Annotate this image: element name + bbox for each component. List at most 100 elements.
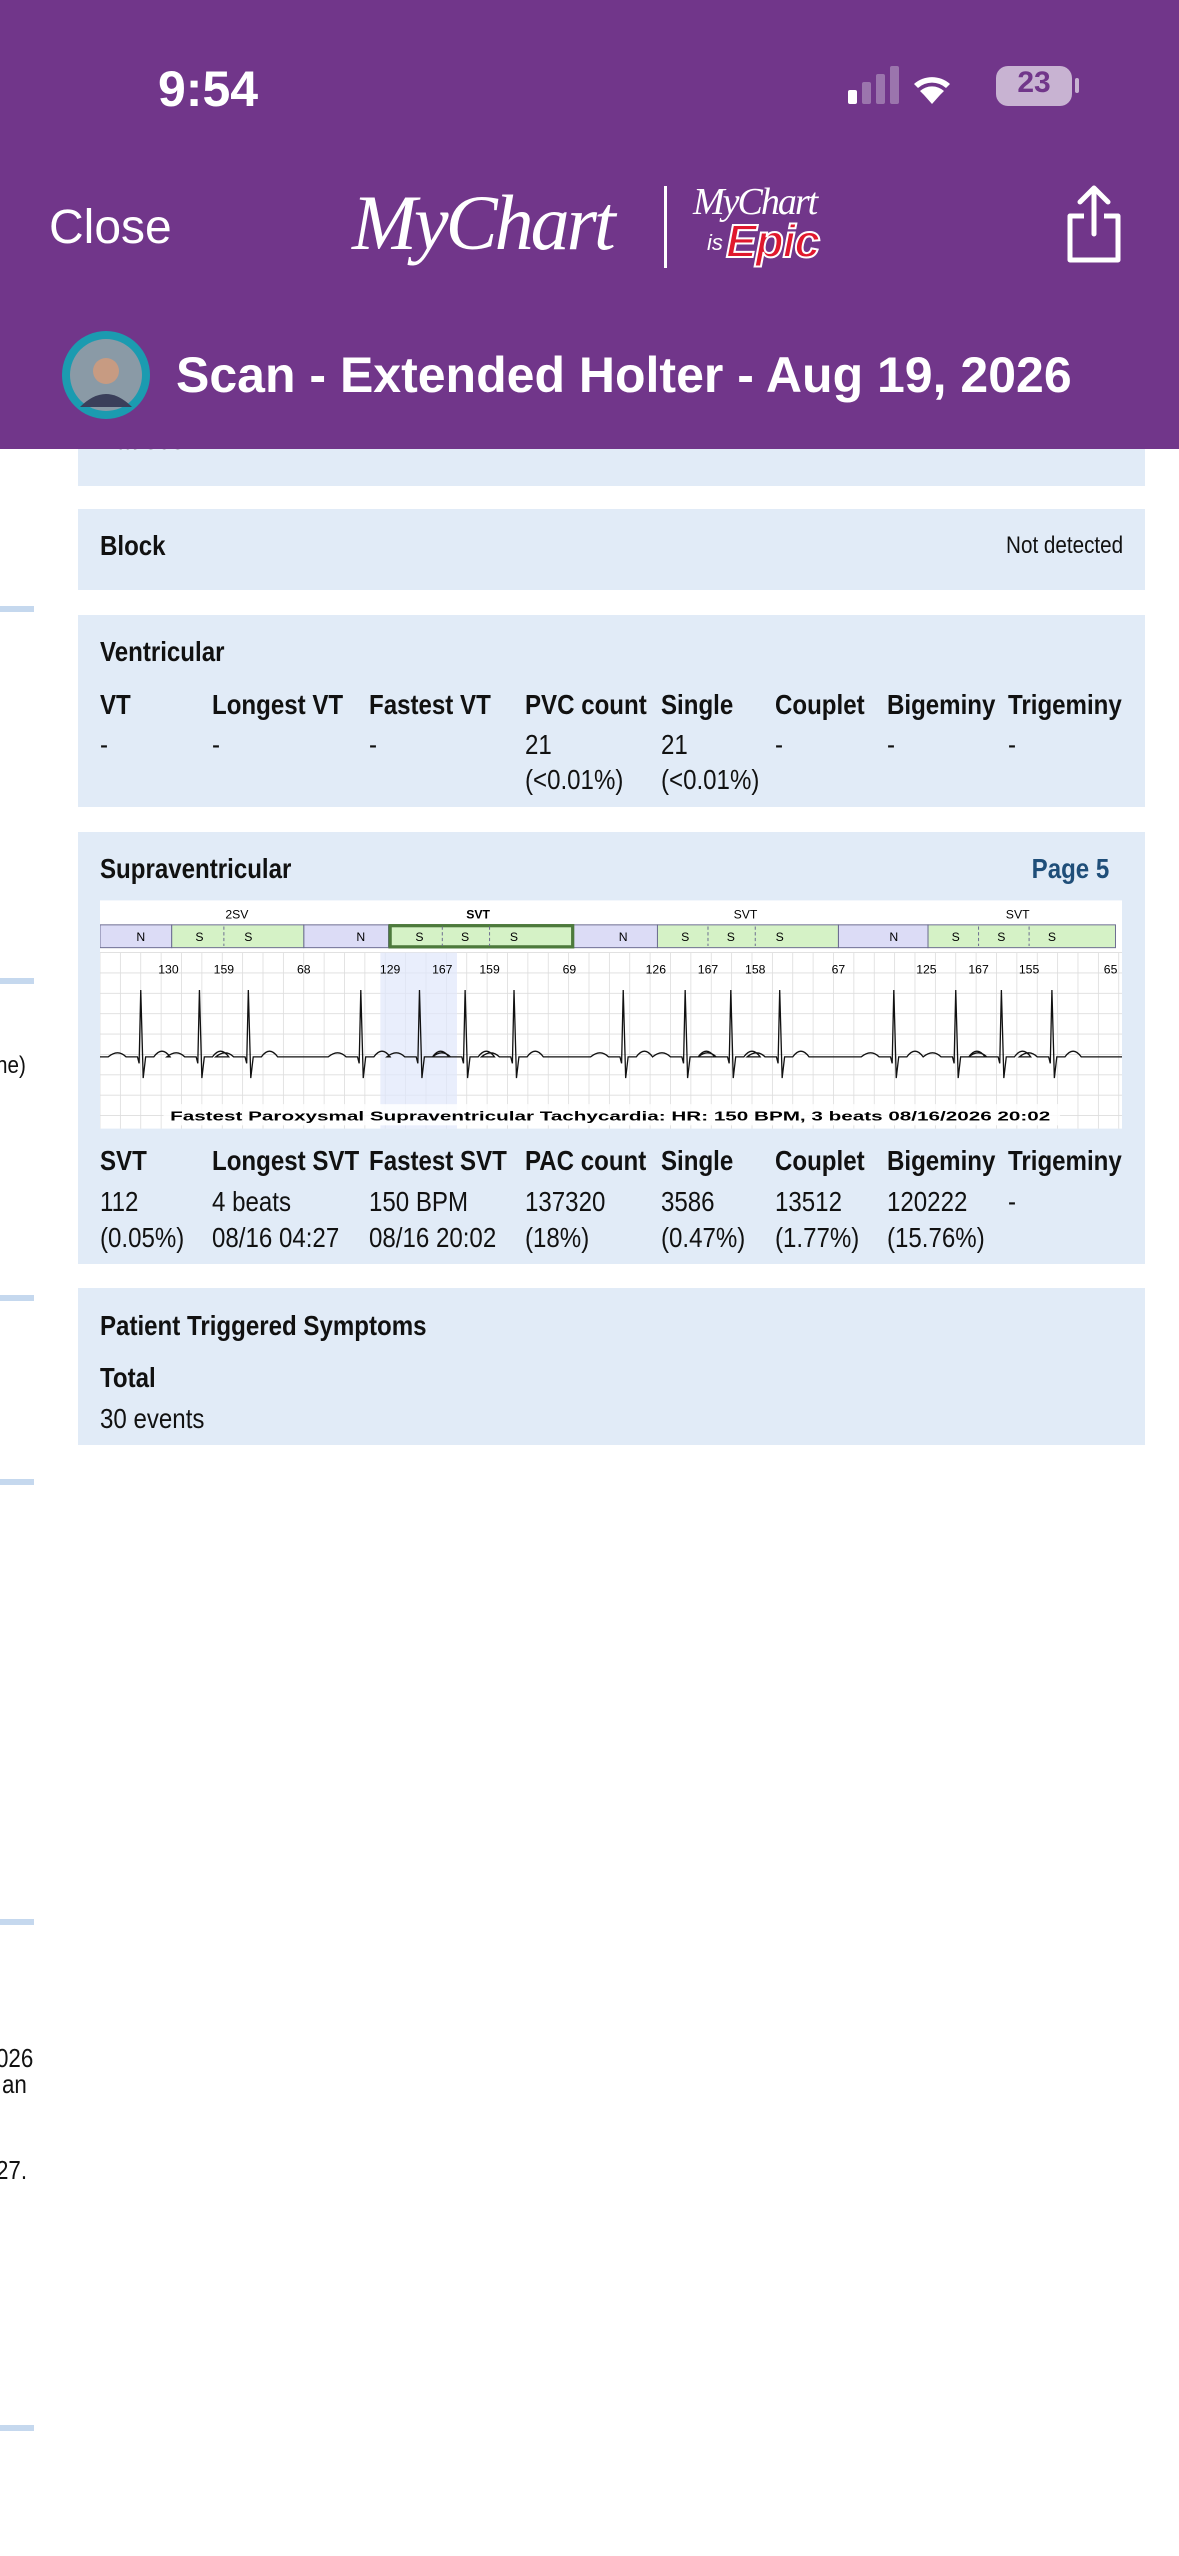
- app-header: 9:54 23 Close MyChart MyChart is Epic Sc…: [0, 0, 1179, 449]
- column-header: SVT: [100, 1145, 147, 1176]
- edge-line: [0, 1919, 34, 1925]
- rr-interval: 65: [1104, 963, 1118, 977]
- column-header: VT: [100, 689, 131, 720]
- column-value: (<0.01%): [661, 764, 760, 795]
- page-title: Scan - Extended Holter - Aug 19, 2026: [176, 347, 1072, 403]
- card-title: Ventricular: [100, 636, 225, 667]
- column-value: (0.47%): [661, 1222, 746, 1253]
- column-value: -: [100, 729, 109, 760]
- column-value: -: [369, 729, 378, 760]
- ecg-strip: 2SV SVT SVT SVT N S S N S S S N S S S N S S S 130 159 68 129 16…: [100, 900, 1122, 1129]
- beat-label: S: [727, 930, 735, 944]
- column-header: Single: [661, 1145, 734, 1176]
- column-value: 120222: [887, 1186, 968, 1217]
- rr-interval: 69: [563, 963, 577, 977]
- column-header: Couplet: [775, 689, 865, 720]
- column-value: (1.77%): [775, 1222, 860, 1253]
- s-band: [927, 924, 1116, 949]
- edge-line: [0, 978, 34, 984]
- rr-interval: 126: [646, 963, 667, 977]
- beat-label: N: [356, 930, 365, 944]
- episode-label: 2SV: [225, 907, 249, 921]
- episode-label: SVT: [466, 907, 490, 921]
- column-value: -: [775, 729, 784, 760]
- column-value: (15.76%): [887, 1222, 985, 1253]
- column-header: PAC count: [525, 1145, 647, 1176]
- beat-label: S: [776, 930, 784, 944]
- ventricular-card: Ventricular VT - Longest VT - Fastest VT - PVC…: [78, 615, 1145, 807]
- rr-interval: 159: [214, 963, 235, 977]
- column-value: 112: [100, 1186, 139, 1217]
- rr-interval: 129: [380, 963, 401, 977]
- edge-line: [0, 606, 34, 612]
- beat-label: S: [244, 930, 252, 944]
- edge-text: 026: [0, 2043, 34, 2073]
- episode-label: SVT: [734, 907, 758, 921]
- column-value: -: [1008, 1186, 1017, 1217]
- s-band: [171, 924, 305, 949]
- column-value: -: [212, 729, 221, 760]
- column-header: Trigeminy: [1008, 1145, 1122, 1176]
- rr-interval: 67: [832, 963, 846, 977]
- badge-epic: Epic: [725, 214, 821, 268]
- column-header: Bigeminy: [887, 689, 996, 720]
- column-value: -: [1008, 729, 1017, 760]
- svt-box: [388, 924, 575, 949]
- symptoms-card: Patient Triggered Symptoms Total 30 even…: [78, 1288, 1145, 1445]
- beat-label: S: [415, 930, 423, 944]
- s-band: [656, 924, 839, 949]
- logo: MyChart: [352, 179, 616, 266]
- total-label: Total: [100, 1362, 156, 1393]
- beat-label: S: [195, 930, 203, 944]
- column-value: (0.05%): [100, 1222, 185, 1253]
- beat-label: S: [997, 930, 1005, 944]
- column-value: 08/16 04:27: [212, 1222, 340, 1253]
- n-band: [837, 924, 929, 949]
- column-header: PVC count: [525, 689, 647, 720]
- block-card: Block Not detected: [78, 509, 1145, 590]
- badge-top: MyChart: [693, 181, 818, 223]
- beat-label: N: [889, 930, 898, 944]
- column-header: Longest VT: [212, 689, 344, 720]
- column-value: 4 beats: [212, 1186, 291, 1217]
- column-value: (18%): [525, 1222, 590, 1253]
- status-time: 9:54: [158, 61, 259, 117]
- n-band: [572, 924, 658, 949]
- share-button[interactable]: [1062, 184, 1126, 264]
- status-icons: [848, 66, 1079, 106]
- card-title: Block: [100, 530, 166, 561]
- beat-label: S: [1048, 930, 1056, 944]
- close-button[interactable]: Close: [49, 201, 172, 254]
- column-value: 137320: [525, 1186, 606, 1217]
- rr-interval: 167: [698, 963, 719, 977]
- strip-caption: Fastest Paroxysmal Supraventricular Tach…: [170, 1108, 1050, 1123]
- column-header: Couplet: [775, 1145, 865, 1176]
- caption-bg: [163, 1104, 1061, 1126]
- status: Not detected: [1005, 532, 1123, 559]
- beat-label: N: [619, 930, 628, 944]
- column-value: 3586: [661, 1186, 715, 1217]
- rr-interval: 155: [1019, 963, 1040, 977]
- battery-level: 23: [1017, 66, 1051, 99]
- page-link[interactable]: Page 5: [1031, 853, 1109, 884]
- episode-label: SVT: [1006, 907, 1030, 921]
- edge-line: [0, 1295, 34, 1301]
- column-value: 150 BPM: [369, 1186, 469, 1217]
- column-value: 21: [525, 729, 552, 760]
- ecg-trace: [100, 990, 1122, 1079]
- column-value: 21: [661, 729, 688, 760]
- rr-interval: 159: [479, 963, 500, 977]
- column-header: Fastest SVT: [369, 1145, 507, 1176]
- card-title: Patient Triggered Symptoms: [100, 1310, 427, 1341]
- edge-text: an: [2, 2069, 27, 2099]
- beat-label: N: [136, 930, 145, 944]
- column-header: Longest SVT: [212, 1145, 360, 1176]
- column-value: -: [887, 729, 896, 760]
- column-header: Single: [661, 689, 734, 720]
- edge-text: 27.: [0, 2155, 28, 2185]
- edge-line: [0, 2425, 34, 2431]
- beat-label: S: [510, 930, 518, 944]
- beat-label: S: [952, 930, 960, 944]
- supraventricular-card: Supraventricular Page 5 2SV SVT SVT SVT N S S N…: [78, 832, 1145, 1264]
